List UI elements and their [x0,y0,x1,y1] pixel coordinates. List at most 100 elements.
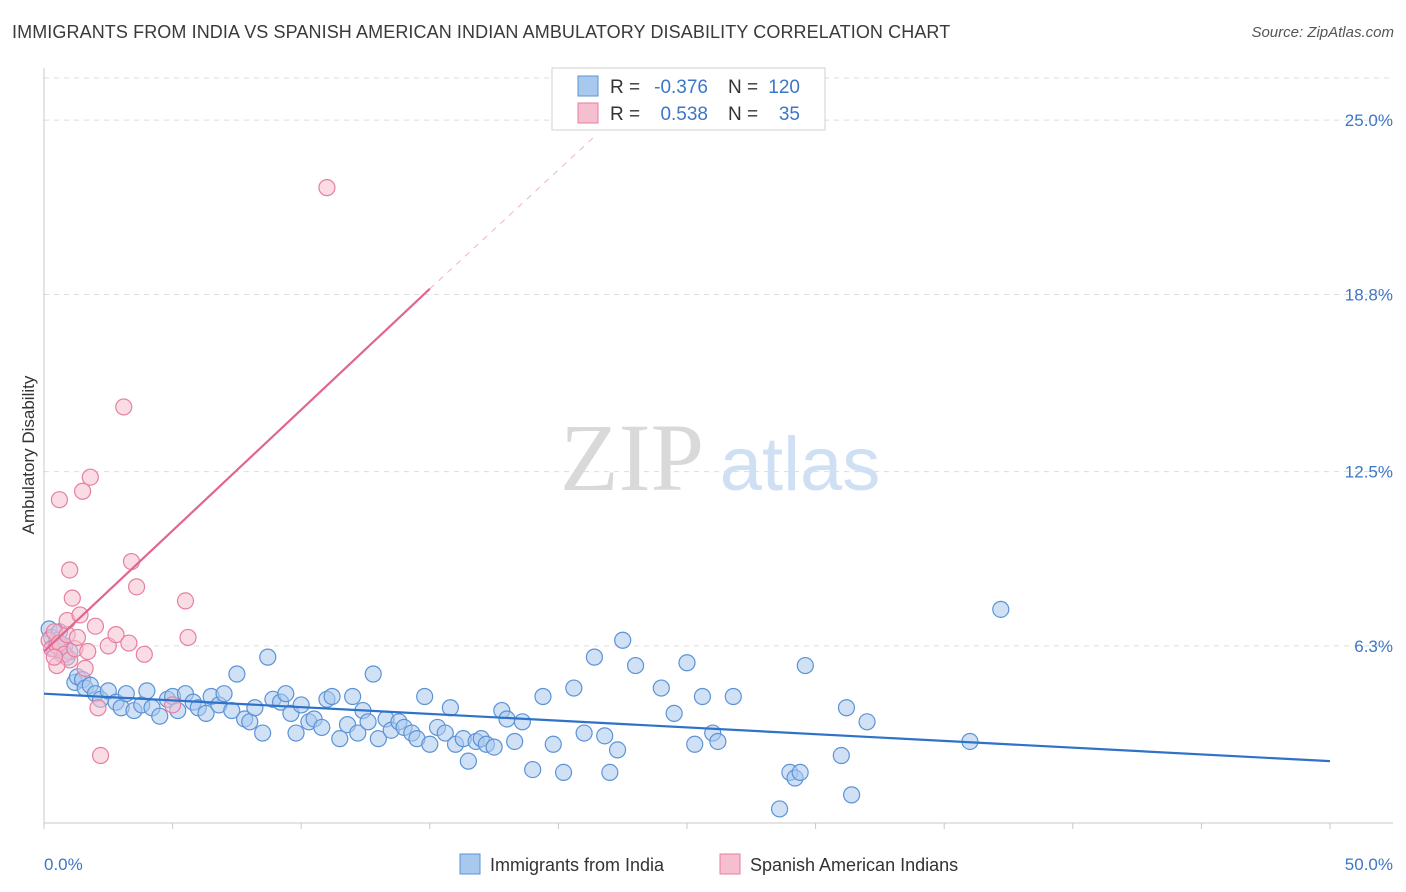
watermark: ZIP atlas [560,404,880,511]
trend-line-spanish-american-indian [43,288,431,653]
data-point-spanish-american-indian [71,606,89,624]
y-tick-label: 12.5% [1345,463,1393,482]
data-point-spanish-american-indian [120,634,138,652]
x-tick-label: 50.0% [1345,855,1393,874]
data-point-india [369,730,387,748]
data-point-india [575,724,593,742]
legend-swatch-blue [577,75,599,97]
y-axis-label: Ambulatory Disability [19,375,38,534]
stat-r-label-pink: R = [610,104,640,125]
data-point-spanish-american-indian [45,648,63,666]
bottom-legend-swatch-blue [459,853,481,875]
data-point-spanish-american-indian [89,699,107,717]
stat-r-value-blue: -0.376 [654,77,708,98]
data-point-india [770,800,789,818]
data-point-india [596,727,614,745]
stat-n-value-pink: 35 [779,104,800,125]
data-point-india [709,732,727,751]
data-point-india [331,730,349,748]
trend-line-india [43,692,1331,763]
series-spanish-american-indians [40,179,336,765]
data-point-india [197,704,215,722]
data-point-spanish-american-indian [63,589,81,607]
chart-title: IMMIGRANTS FROM INDIA VS SPANISH AMERICA… [12,22,951,42]
data-point-india [837,699,856,717]
data-point-india [254,724,272,742]
stats-legend: R = -0.376 N = 120 R = 0.538 N = 35 [551,67,826,131]
data-point-india [416,687,434,706]
bottom-legend-label-blue: Immigrants from India [490,855,665,875]
data-point-india [626,656,645,675]
data-point-india [228,665,246,683]
data-point-spanish-american-indian [107,626,125,644]
data-point-spanish-american-indian [73,482,92,500]
data-point-india [565,679,583,697]
data-point-india [246,699,264,717]
y-tick-label: 25.0% [1345,111,1393,130]
bottom-legend: Immigrants from India Spanish American I… [459,853,958,875]
data-point-spanish-american-indian [76,659,94,677]
data-point-spanish-american-indian [81,468,99,486]
data-point-india [506,732,524,751]
data-point-india [686,735,704,753]
data-point-india [724,687,742,706]
data-point-spanish-american-indian [79,642,97,661]
trend-line-extension [429,133,598,290]
data-point-india [544,735,562,753]
data-point-spanish-american-indian [91,746,110,765]
y-tick-labels: 6.3% 12.5% 18.8% 25.0% [1345,111,1393,656]
legend-swatch-pink [577,102,599,124]
data-point-india [524,760,542,779]
data-point-spanish-american-indian [115,398,133,416]
data-point-india [287,724,305,742]
data-point-india [554,763,573,781]
x-tick-label: 0.0% [44,855,83,874]
data-point-india [313,718,331,737]
data-point-india [832,746,850,765]
data-point-spanish-american-indian [61,561,79,579]
bottom-legend-swatch-pink [719,853,741,875]
data-point-india [614,631,632,649]
data-point-india [678,654,696,672]
data-point-spanish-american-indian [179,628,197,647]
data-point-spanish-american-indian [68,628,87,647]
data-point-spanish-american-indian [176,592,195,610]
data-point-india [796,656,814,675]
data-point-india [858,713,876,731]
data-point-india [349,724,367,742]
data-point-india [791,763,809,781]
data-point-india [323,687,341,706]
stat-r-label-blue: R = [610,77,640,98]
data-point-spanish-american-indian [50,491,69,509]
watermark-atlas: atlas [720,422,881,507]
data-point-india [693,687,712,706]
x-tick-labels: 0.0% 50.0% [44,855,1393,874]
data-point-india [421,735,439,753]
data-point-india [665,704,683,722]
data-point-india [608,741,627,759]
y-tick-label: 18.8% [1345,285,1393,304]
trend-lines [43,133,1331,763]
source-label: Source: ZipAtlas.com [1251,24,1394,41]
data-point-india [992,600,1010,618]
grid-lines [44,77,1393,647]
data-point-spanish-american-indian [318,179,336,197]
bottom-legend-label-pink: Spanish American Indians [750,855,958,875]
data-point-india [534,687,552,706]
data-point-india [344,687,362,706]
data-point-india [459,752,477,770]
stat-n-label-blue: N = [728,77,758,98]
data-point-india [364,665,382,683]
data-point-india [151,707,169,725]
data-point-india [277,685,295,703]
data-point-spanish-american-indian [86,617,105,635]
data-point-spanish-american-indian [135,645,153,663]
data-point-india [259,648,277,666]
y-tick-label: 6.3% [1354,637,1393,656]
stat-r-value-pink: 0.538 [660,104,708,125]
data-point-india [138,682,156,700]
data-point-india [485,738,503,756]
data-point-spanish-american-indian [127,578,146,596]
data-point-india [585,648,604,666]
